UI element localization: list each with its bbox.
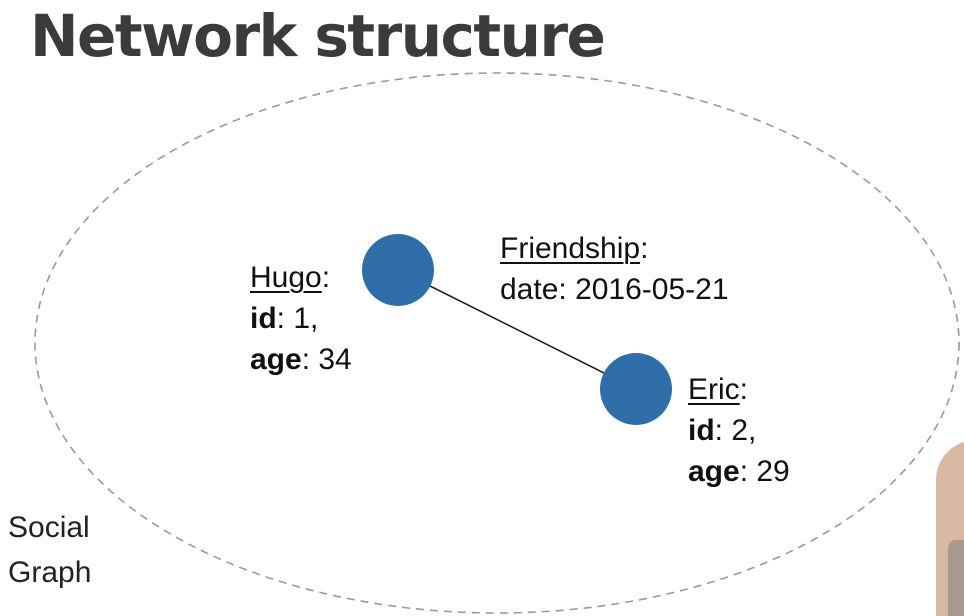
hugo-age-value: 34 (318, 343, 352, 376)
hugo-id-key: id (250, 302, 277, 335)
social-graph-label: Social Graph (8, 505, 91, 595)
eric-age-line: age: 29 (688, 455, 790, 488)
presenter-shadow (948, 540, 964, 616)
eric-id-value: 2 (731, 414, 749, 447)
slide-title: Network structure (30, 2, 606, 70)
social-graph-label-line1: Social (8, 511, 90, 544)
friendship-label: Friendship: date: 2016-05-21 (500, 228, 729, 310)
friendship-name: Friendship (500, 232, 641, 265)
friendship-name-line: Friendship: (500, 232, 649, 265)
hugo-label: Hugo: id: 1, age: 34 (250, 257, 352, 380)
friendship-date-key: date (500, 273, 559, 306)
eric-id-key: id (688, 414, 715, 447)
hugo-age-key: age (250, 343, 302, 376)
eric-age-value: 29 (756, 455, 790, 488)
friendship-edge (397, 269, 637, 390)
hugo-id-value: 1 (293, 302, 311, 335)
friendship-date-value: 2016-05-21 (575, 273, 729, 306)
social-graph-label-line2: Graph (8, 556, 92, 589)
node-eric (600, 353, 672, 425)
node-hugo (362, 234, 434, 306)
eric-name-line: Eric: (688, 373, 749, 406)
hugo-id-line: id: 1, (250, 302, 319, 335)
eric-id-line: id: 2, (688, 414, 757, 447)
friendship-date-line: date: 2016-05-21 (500, 273, 729, 306)
hugo-age-line: age: 34 (250, 343, 352, 376)
eric-name: Eric (688, 373, 740, 406)
social-graph-boundary (34, 72, 960, 614)
hugo-name-line: Hugo: (250, 261, 331, 294)
eric-label: Eric: id: 2, age: 29 (688, 369, 790, 492)
eric-age-key: age (688, 455, 740, 488)
hugo-name: Hugo (250, 261, 322, 294)
